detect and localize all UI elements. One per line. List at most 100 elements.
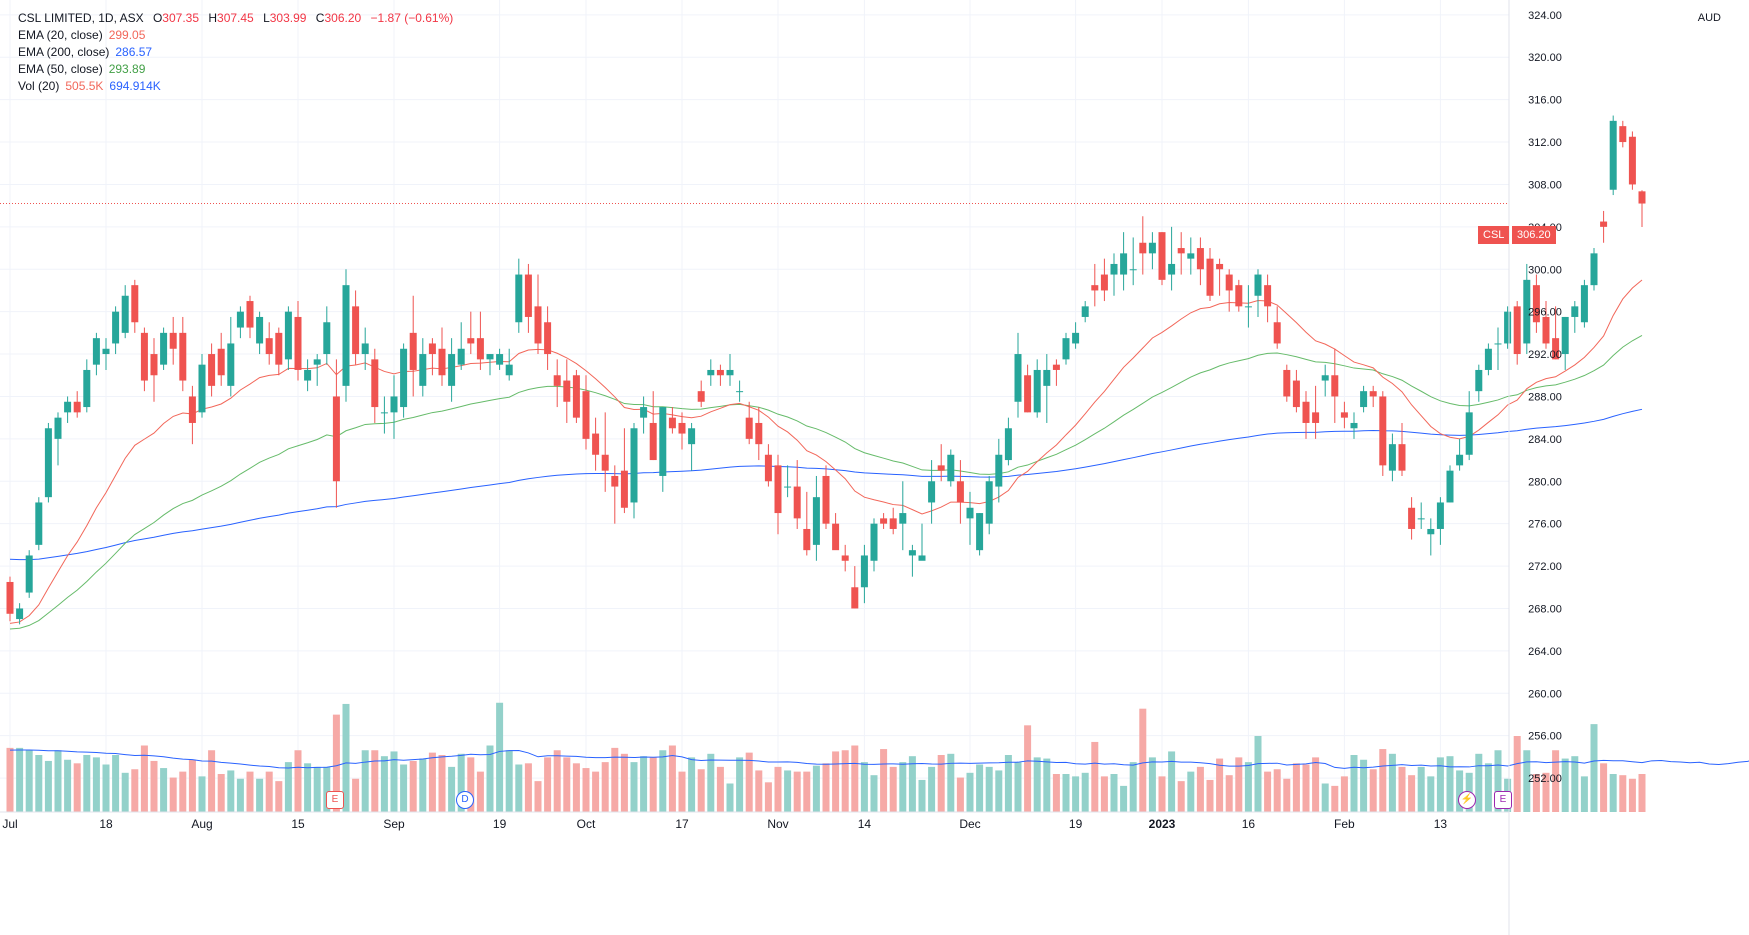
volume-bar	[918, 779, 926, 812]
volume-bar	[678, 771, 686, 812]
volume-bar	[1360, 759, 1368, 812]
candle-body	[1542, 316, 1550, 344]
volume-bar	[1052, 774, 1060, 812]
volume-bar	[208, 750, 216, 812]
volume-bar	[246, 771, 254, 812]
candle-body	[976, 513, 984, 551]
volume-bar	[1225, 775, 1233, 812]
candle-body	[1024, 375, 1032, 413]
price-tick-label: 268.00	[1528, 603, 1562, 615]
ema50-value: 293.89	[108, 62, 146, 76]
volume-bar	[1571, 756, 1579, 812]
candle-body	[880, 518, 888, 524]
price-axis[interactable]: 324.00320.00316.00312.00308.00304.00300.…	[1528, 10, 1562, 785]
candle-body	[275, 332, 283, 365]
time-axis[interactable]: Jul 18 Aug 15 Sep 19 Oct 17 Nov 14 Dec 19 2023 16 Feb 1…	[2, 817, 1447, 831]
candle-body	[256, 316, 264, 344]
candle-body	[505, 364, 513, 376]
dividend-icon[interactable]: D	[456, 791, 474, 809]
candle-body	[793, 486, 801, 519]
ema200-label: EMA (200, close)	[18, 45, 110, 59]
candle-body	[419, 354, 427, 386]
volume-bar	[112, 755, 120, 812]
volume-bar	[361, 750, 369, 812]
candle-body	[1580, 285, 1588, 323]
candle-body	[640, 407, 648, 418]
volume-bar	[313, 766, 321, 812]
lightning-icon[interactable]: ⚡	[1458, 791, 1476, 809]
candle-body	[764, 454, 772, 482]
candle-body	[1628, 136, 1636, 185]
volume-bar	[716, 766, 724, 812]
candle-body	[1523, 279, 1531, 344]
candle-body	[1446, 470, 1454, 503]
earnings-upcoming-icon[interactable]: E	[1494, 791, 1512, 809]
legend-close: C306.20	[316, 11, 361, 25]
candle-body	[179, 332, 187, 381]
volume-bar	[544, 757, 552, 812]
price-tick-label: 284.00	[1528, 434, 1562, 446]
volume-bar	[668, 745, 676, 812]
candle-body	[1513, 306, 1521, 355]
time-tick-label: 15	[291, 817, 305, 831]
vol-ma-value: 694.914K	[109, 79, 161, 93]
candle-body	[995, 454, 1003, 487]
volume-bar	[1350, 755, 1358, 812]
legend-volume-row[interactable]: Vol (20) 505.5K 694.914K	[18, 78, 453, 95]
candle-body	[1302, 401, 1310, 423]
candle-body	[496, 354, 504, 365]
candle-body	[1504, 311, 1512, 344]
candle-body	[467, 338, 475, 344]
legend-symbol[interactable]: CSL LIMITED, 1D, ASX	[18, 11, 144, 25]
volume-bar	[1292, 763, 1300, 812]
volume-bar	[438, 755, 446, 812]
volume-bar	[1216, 758, 1224, 812]
volume-bar	[793, 771, 801, 812]
legend-ema20-row[interactable]: EMA (20, close) 299.05	[18, 27, 453, 44]
volume-bar	[419, 758, 427, 812]
volume-bar	[1062, 774, 1070, 812]
candle-body	[160, 332, 168, 365]
currency-label[interactable]: AUD	[1697, 12, 1721, 24]
volume-bar	[73, 763, 81, 812]
candle-body	[1129, 269, 1137, 271]
volume-bar	[236, 778, 244, 812]
candle-body	[688, 428, 696, 445]
ema50-label: EMA (50, close)	[18, 62, 103, 76]
time-tick-label: Nov	[767, 817, 788, 831]
candle-body	[1379, 396, 1387, 466]
volume-bar	[1408, 775, 1416, 812]
candle-body	[1292, 380, 1300, 408]
candle-body	[860, 555, 868, 588]
candle-body	[73, 401, 81, 413]
candle-body	[1369, 391, 1377, 397]
candle-body	[745, 417, 753, 439]
legend-ema50-row[interactable]: EMA (50, close) 293.89	[18, 61, 453, 78]
volume-bar	[1609, 774, 1617, 812]
volume-bar	[1244, 762, 1252, 812]
time-tick-label: Aug	[191, 817, 212, 831]
candle-body	[409, 332, 417, 370]
candle-body	[198, 364, 206, 413]
legend-ema200-row[interactable]: EMA (200, close) 286.57	[18, 44, 453, 61]
candle-body	[1600, 221, 1608, 227]
volume-bar	[851, 745, 859, 812]
candle-body	[448, 354, 456, 386]
ema200-value: 286.57	[115, 45, 153, 59]
volume-bar	[726, 783, 734, 812]
candle-body	[716, 369, 724, 376]
candle-body	[841, 555, 849, 561]
candle-body	[707, 369, 715, 376]
candle-body	[428, 343, 436, 355]
candle-body	[534, 306, 542, 344]
price-tick-label: 256.00	[1528, 731, 1562, 743]
grid-lines	[0, 0, 1509, 812]
volume-bar	[908, 756, 916, 812]
earnings-icon[interactable]: E	[326, 791, 344, 809]
candle-body	[1456, 454, 1464, 466]
price-tick-label: 316.00	[1528, 95, 1562, 107]
volume-bar	[572, 763, 580, 812]
volume-bar	[160, 768, 168, 812]
candle-body	[1552, 338, 1560, 360]
